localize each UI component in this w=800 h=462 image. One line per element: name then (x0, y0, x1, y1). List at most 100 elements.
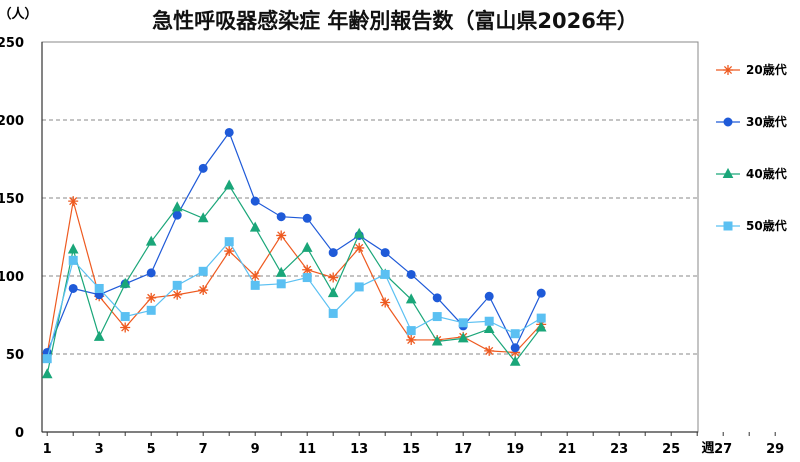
data-point (224, 237, 234, 247)
x-tick-label: 25 (662, 442, 680, 457)
data-point (380, 269, 390, 279)
x-axis-unit-label: 週 (701, 441, 714, 456)
gridlines (42, 119, 698, 355)
data-point (198, 285, 209, 296)
legend: 20歳代 30歳代 40歳代 50歳代 (716, 62, 787, 233)
data-point (406, 334, 417, 345)
data-point (68, 196, 79, 207)
x-tick-label: 13 (350, 442, 368, 457)
x-tick-label: 1 (43, 442, 52, 457)
plot-border (41, 41, 699, 433)
data-point (197, 212, 209, 223)
data-point (510, 329, 520, 339)
data-point (171, 201, 183, 212)
data-point (302, 213, 312, 223)
data-point (302, 273, 312, 283)
data-point (483, 322, 495, 334)
x-tick-label: 9 (251, 442, 260, 457)
data-point (41, 368, 53, 379)
chart-title: 急性呼吸器感染症 年齢別報告数（富山県2026年） (152, 9, 638, 33)
data-point (723, 221, 733, 231)
series-lines (41, 127, 547, 379)
axes (41, 41, 699, 433)
data-point (224, 127, 234, 137)
data-point (328, 272, 339, 283)
legend-label: 50歳代 (746, 218, 787, 233)
data-point (380, 248, 390, 258)
legend-label: 40歳代 (746, 166, 787, 181)
data-point (509, 355, 521, 366)
x-tick-label: 7 (199, 442, 208, 457)
y-tick-label: 250 (0, 36, 24, 51)
legend-label: 30歳代 (746, 114, 787, 129)
data-point (250, 280, 260, 290)
y-tick-label: 100 (0, 270, 24, 285)
data-point (93, 330, 105, 341)
data-point (328, 248, 338, 258)
data-point (484, 291, 494, 301)
data-point (432, 293, 442, 303)
data-point (120, 322, 131, 333)
x-tick-label: 11 (298, 442, 316, 457)
data-point (198, 266, 208, 276)
series-line (46, 184, 542, 375)
data-point (276, 212, 286, 222)
data-point (484, 316, 494, 326)
legend-label: 20歳代 (746, 62, 787, 77)
data-point (536, 313, 546, 323)
data-point (276, 279, 286, 289)
data-point (405, 293, 417, 304)
y-tick-label: 150 (0, 192, 24, 207)
x-tick-label: 3 (95, 442, 104, 457)
data-point (536, 288, 546, 298)
data-point (68, 283, 78, 293)
data-point (327, 287, 339, 298)
data-point (250, 271, 261, 281)
data-point (145, 235, 157, 246)
data-point (42, 354, 52, 364)
y-tick-label: 0 (15, 426, 24, 441)
x-tick-label: 5 (147, 442, 156, 457)
data-point (68, 255, 78, 265)
x-tick-label: 27 (714, 442, 732, 457)
data-point (406, 269, 416, 279)
y-tick-label: 200 (0, 114, 24, 129)
data-point (275, 266, 287, 277)
data-point (722, 167, 734, 178)
x-tick-label: 19 (506, 442, 524, 457)
data-point (172, 289, 183, 300)
x-tick-label: 15 (402, 442, 420, 457)
data-point (146, 268, 156, 278)
y-tick-label: 50 (6, 348, 24, 363)
data-point (249, 221, 261, 232)
x-axis-ticks: 1357911131517192123252729313335373941434… (43, 432, 784, 457)
data-point (250, 196, 260, 206)
data-point (172, 210, 182, 220)
data-point (723, 117, 733, 127)
data-point (94, 283, 104, 293)
data-point (301, 241, 313, 252)
data-point (328, 308, 338, 318)
data-point (510, 343, 520, 353)
x-tick-label: 21 (558, 442, 576, 457)
series-line (46, 200, 542, 355)
x-tick-label: 17 (454, 442, 472, 457)
data-point (198, 163, 208, 173)
data-point (223, 179, 235, 190)
data-point (67, 243, 79, 254)
y-axis-ticks: 0 50 100 150 200 250 (0, 36, 24, 441)
data-point (406, 326, 416, 336)
data-point (431, 335, 443, 346)
x-tick-label: 23 (610, 442, 628, 457)
data-point (172, 280, 182, 290)
data-point (380, 297, 391, 308)
data-point (276, 230, 287, 241)
data-point (120, 312, 130, 322)
data-point (535, 321, 547, 332)
data-point (458, 318, 468, 328)
data-point (302, 264, 313, 275)
data-point (146, 292, 157, 303)
data-point (224, 246, 235, 257)
